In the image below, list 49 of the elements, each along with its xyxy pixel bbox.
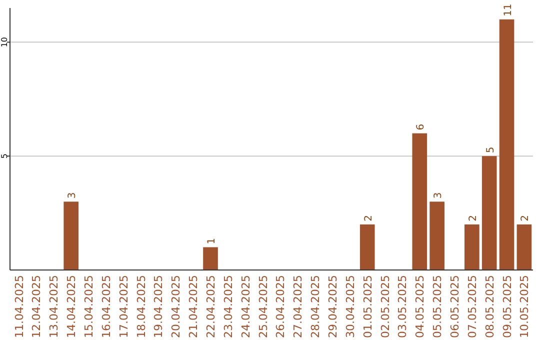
x-tick-label: 25.04.2025 xyxy=(256,275,270,338)
data-label: 3 xyxy=(67,192,78,199)
data-label: 1 xyxy=(206,238,218,244)
bar xyxy=(430,202,444,270)
x-tick-label: 24.04.2025 xyxy=(239,275,252,338)
data-label: 2 xyxy=(468,215,479,222)
x-tick-label: 12.04.2025 xyxy=(30,275,44,338)
x-tick-label: 30.04.2025 xyxy=(344,275,357,338)
x-tick-label: 20.04.2025 xyxy=(170,275,183,338)
data-label: 2 xyxy=(363,215,374,222)
x-tick-label: 27.04.2025 xyxy=(292,275,305,338)
x-tick-label: 16.04.2025 xyxy=(100,275,113,338)
bar xyxy=(360,224,375,270)
x-tick-label: 07.05.2025 xyxy=(466,275,479,338)
x-tick-label: 09.05.2025 xyxy=(500,275,514,338)
x-tick-label: 21.04.2025 xyxy=(187,275,200,338)
x-tick-label: 08.05.2025 xyxy=(483,275,496,338)
x-tick-label: 10.05.2025 xyxy=(518,275,532,338)
bar xyxy=(482,156,497,270)
data-label: 11 xyxy=(502,4,514,16)
x-tick-label: 18.04.2025 xyxy=(134,275,148,338)
bar xyxy=(203,247,218,270)
data-label: 2 xyxy=(520,215,532,222)
bar xyxy=(64,202,78,270)
x-tick-label: 04.05.2025 xyxy=(414,275,427,338)
bar xyxy=(464,224,480,270)
y-tick-label: 10 xyxy=(0,37,9,48)
x-tick-label: 28.04.2025 xyxy=(309,275,322,338)
x-tick-label: 03.05.2025 xyxy=(396,275,410,338)
data-label: 6 xyxy=(416,124,427,130)
x-tick-label: 22.04.2025 xyxy=(204,275,218,338)
x-tick-label: 26.04.2025 xyxy=(274,275,288,338)
x-tick-label: 01.05.2025 xyxy=(361,275,374,338)
x-tick-label: 13.04.2025 xyxy=(48,275,61,338)
bar xyxy=(516,224,532,270)
bar xyxy=(499,19,514,270)
x-tick-label: 14.04.2025 xyxy=(65,275,78,338)
bar xyxy=(412,133,428,270)
x-tick-label: 15.04.2025 xyxy=(82,275,96,338)
data-label: 5 xyxy=(485,146,496,154)
x-tick-label: 11.04.2025 xyxy=(12,275,26,338)
x-tick-label: 19.04.2025 xyxy=(152,275,166,338)
x-tick-label: 02.05.2025 xyxy=(378,275,392,338)
data-label: 3 xyxy=(433,192,444,199)
x-tick-label: 29.04.2025 xyxy=(326,275,340,338)
x-tick-label: 05.05.2025 xyxy=(431,275,444,338)
x-tick-label: 23.04.2025 xyxy=(222,275,235,338)
x-tick-label: 17.04.2025 xyxy=(117,275,130,338)
x-tick-label: 06.05.2025 xyxy=(448,275,462,338)
